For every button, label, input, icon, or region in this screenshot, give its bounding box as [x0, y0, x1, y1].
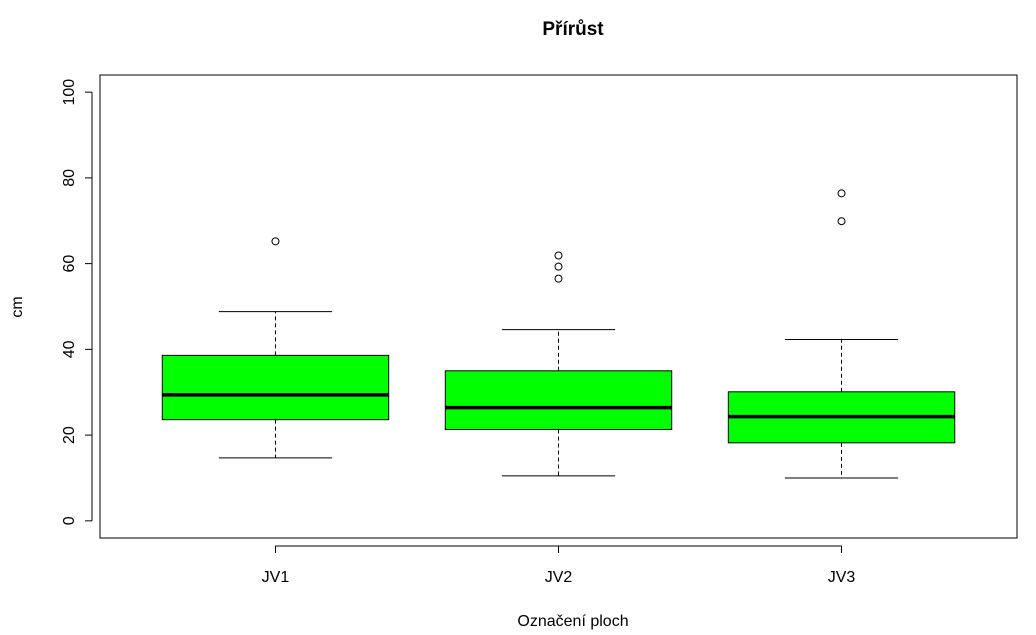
chart-title: Přírůst: [542, 19, 604, 40]
outlier: [554, 274, 563, 283]
y-axis-title: cm: [9, 296, 26, 317]
y-tick-label: 0: [61, 516, 78, 525]
box: [161, 354, 390, 421]
y-tick-label: 60: [61, 255, 78, 273]
box: [444, 370, 673, 431]
outlier: [271, 237, 280, 246]
outlier: [837, 189, 846, 198]
x-tick-label: JV3: [828, 569, 856, 586]
y-tick-label: 20: [61, 426, 78, 444]
outlier: [837, 217, 846, 226]
y-tick-label: 40: [61, 340, 78, 358]
x-tick-label: JV2: [545, 569, 573, 586]
outlier: [554, 251, 563, 260]
outlier: [554, 262, 563, 271]
plot-frame: [99, 74, 1018, 539]
x-axis-title: Označení ploch: [517, 613, 628, 630]
y-tick-label: 100: [61, 79, 78, 106]
x-tick-label: JV1: [262, 569, 290, 586]
y-tick-label: 80: [61, 169, 78, 187]
